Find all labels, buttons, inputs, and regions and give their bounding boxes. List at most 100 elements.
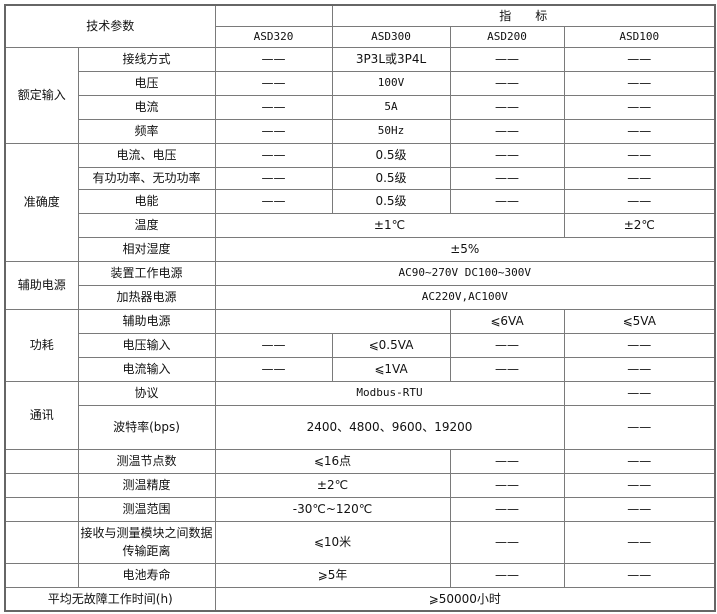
table-cell: —— (563, 356, 716, 382)
table-row: 准确度 电流、电压 —— 0.5级 —— —— (4, 142, 716, 262)
table-cell: —— (214, 118, 333, 144)
table-cell: ⩽6VA (449, 308, 565, 334)
table-cell: —— (214, 46, 333, 72)
table-cell: 电流输入 (77, 356, 216, 382)
table-row: 电压 —— 100V —— —— (5, 70, 716, 96)
table-row: 通讯 协议 Modbus-RTU —— (4, 380, 716, 450)
table-cell: 加热器电源 (77, 284, 216, 310)
table-cell: ±1℃ (214, 212, 565, 238)
table-cell: ⩽0.5VA (331, 332, 451, 358)
table-cell: 电能 (77, 188, 216, 214)
table-cell: 电压输入 (77, 332, 216, 358)
table-cell: 3P3L或3P4L (331, 46, 451, 72)
table-row: 测温精度 ±2℃ —— —— (4, 472, 716, 498)
table-cell (214, 308, 451, 334)
table-cell: 电压 (77, 70, 216, 96)
table-cell: 100V (331, 70, 451, 96)
table-cell: —— (563, 380, 716, 406)
table-cell: AC220V,AC100V (214, 284, 716, 310)
table-cell: —— (449, 448, 565, 474)
table-cell: ⩾5年 (214, 562, 451, 588)
table-row: 辅助电源 装置工作电源 AC90~270V DC100~300V (4, 260, 716, 310)
table-cell: —— (563, 496, 716, 522)
model-asd320: ASD320 (214, 25, 333, 48)
table-cell: —— (214, 356, 333, 382)
table-cell: —— (449, 496, 565, 522)
table-row: 波特率(bps) 2400、4800、9600、19200 —— (5, 404, 716, 450)
table-cell (4, 562, 79, 588)
table-cell: —— (563, 142, 716, 168)
table-cell: 电池寿命 (77, 562, 216, 588)
table-row: 频率 —— 50Hz —— —— (5, 118, 716, 144)
table-row: 平均无故障工作时间(h) ⩾50000小时 (4, 586, 716, 612)
spec-table: 技术参数 指 标 ASD320 ASD300 ASD200 ASD100 额定输… (4, 4, 717, 612)
table-cell: ±2℃ (563, 212, 716, 238)
table-row: 温度 ±1℃ ±2℃ (5, 212, 716, 238)
table-cell: 测温范围 (77, 496, 216, 522)
group-label: 辅助电源 (4, 260, 79, 310)
table-cell: —— (563, 448, 716, 474)
table-cell: ±5% (214, 236, 716, 262)
table-cell: —— (563, 562, 716, 588)
header-title: 技术参数 (4, 4, 216, 48)
table-row: 加热器电源 AC220V,AC100V (5, 284, 716, 310)
table-cell: ±2℃ (214, 472, 451, 498)
table-cell: ⩾50000小时 (214, 586, 716, 612)
table-cell (4, 448, 79, 474)
table-row: 有功功率、无功功率 —— 0.5级 —— —— (5, 166, 716, 190)
table-cell: 2400、4800、9600、19200 (214, 404, 565, 450)
table-row: 相对湿度 ±5% (5, 236, 716, 262)
table-cell: 辅助电源 (77, 308, 216, 334)
table-cell: 测温节点数 (77, 448, 216, 474)
table-cell: —— (563, 94, 716, 120)
table-row: 电压输入 —— ⩽0.5VA —— —— (5, 332, 716, 358)
group-label: 准确度 (4, 142, 79, 262)
table-row: 测温节点数 ⩽16点 —— —— (4, 448, 716, 474)
table-cell: —— (449, 356, 565, 382)
table-cell: —— (563, 472, 716, 498)
header-empty-cell (214, 4, 333, 27)
table-cell: —— (449, 166, 565, 190)
table-cell: 接线方式 (77, 46, 216, 72)
table-cell: —— (214, 332, 333, 358)
table-row: 测温范围 -30℃~120℃ —— —— (4, 496, 716, 522)
table-cell: —— (214, 70, 333, 96)
table-row: 电能 —— 0.5级 —— —— (5, 188, 716, 214)
model-asd300: ASD300 (331, 25, 451, 48)
group-label: 通讯 (4, 380, 79, 450)
table-cell: 0.5级 (331, 142, 451, 168)
table-cell: 频率 (77, 118, 216, 144)
table-cell: —— (449, 94, 565, 120)
table-cell: 装置工作电源 (77, 260, 216, 286)
table-row: 电流 —— 5A —— —— (5, 94, 716, 120)
table-cell: —— (449, 70, 565, 96)
group-label: 额定输入 (4, 46, 79, 144)
table-cell: 测温精度 (77, 472, 216, 498)
table-cell: 平均无故障工作时间(h) (4, 586, 216, 612)
table-cell: —— (563, 46, 716, 72)
table-cell: ⩽5VA (563, 308, 716, 334)
table-cell: ⩽16点 (214, 448, 451, 474)
table-cell: 0.5级 (331, 166, 451, 190)
table-cell: —— (449, 472, 565, 498)
table-cell: —— (214, 166, 333, 190)
table-cell: —— (563, 332, 716, 358)
table-row: 接收与测量模块之间数据传输距离 ⩽10米 —— —— (4, 520, 716, 564)
table-row: 额定输入 接线方式 —— 3P3L或3P4L —— —— (4, 46, 716, 144)
header-row: 技术参数 指 标 (4, 4, 716, 48)
table-cell: —— (449, 332, 565, 358)
table-row: 电池寿命 ⩾5年 —— —— (4, 562, 716, 588)
table-cell: —— (563, 118, 716, 144)
table-cell (4, 520, 79, 564)
model-asd100: ASD100 (563, 25, 716, 48)
table-cell: —— (214, 188, 333, 214)
table-cell: Modbus-RTU (214, 380, 565, 406)
table-cell: AC90~270V DC100~300V (214, 260, 716, 286)
table-cell: —— (449, 520, 565, 564)
table-cell: —— (563, 70, 716, 96)
table-cell: 温度 (77, 212, 216, 238)
table-row: 功耗 辅助电源 ⩽6VA ⩽5VA (4, 308, 716, 382)
table-cell: ⩽10米 (214, 520, 451, 564)
table-cell: 相对湿度 (77, 236, 216, 262)
table-cell: —— (214, 142, 333, 168)
